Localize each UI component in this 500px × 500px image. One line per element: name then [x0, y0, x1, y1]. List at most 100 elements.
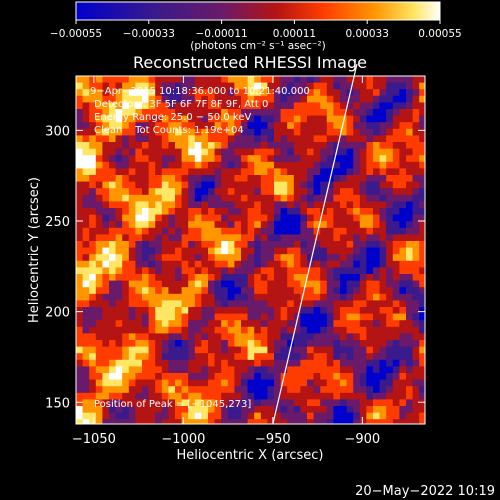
heatmap-cell: [161, 208, 169, 215]
heatmap-cell: [102, 406, 110, 413]
heatmap-cell: [128, 181, 136, 189]
heatmap-cell: [115, 76, 123, 83]
heatmap-cell: [392, 392, 400, 400]
footer-timestamp: 20−May−2022 10:19: [355, 484, 495, 499]
heatmap-cell: [234, 188, 242, 196]
heatmap-cell: [326, 307, 334, 314]
heatmap-cell: [392, 333, 400, 341]
heatmap-cell: [82, 168, 90, 176]
heatmap-cell: [148, 274, 156, 281]
heatmap-cell: [280, 313, 288, 321]
heatmap-cell: [234, 155, 242, 163]
heatmap-cell: [148, 373, 156, 380]
heatmap-cell: [399, 320, 407, 328]
heatmap-cell: [175, 293, 182, 301]
heatmap-cell: [333, 95, 341, 103]
heatmap-cell: [122, 148, 130, 156]
heatmap-cell: [386, 102, 394, 110]
heatmap-cell: [379, 168, 387, 176]
heatmap-cell: [280, 148, 288, 156]
heatmap-cell: [148, 175, 156, 182]
heatmap-cell: [333, 254, 341, 262]
heatmap-cell: [208, 161, 215, 169]
heatmap-cell: [412, 155, 420, 163]
heatmap-cell: [412, 313, 420, 321]
heatmap-cell: [293, 419, 301, 424]
heatmap-cell: [142, 161, 149, 169]
heatmap-cell: [267, 208, 275, 215]
heatmap-cell: [148, 406, 156, 413]
heatmap-cell: [188, 359, 196, 367]
heatmap-cell: [89, 175, 97, 182]
heatmap-cell: [386, 194, 394, 202]
heatmap-cell: [227, 307, 235, 314]
heatmap-cell: [353, 241, 361, 248]
heatmap-cell: [208, 95, 215, 103]
heatmap-cell: [128, 102, 136, 110]
heatmap-cell: [293, 214, 301, 222]
heatmap-cell: [346, 274, 354, 281]
heatmap-cell: [214, 188, 222, 196]
heatmap-cell: [287, 373, 295, 380]
heatmap-cell: [300, 168, 308, 176]
heatmap-cell: [122, 115, 130, 123]
heatmap-cell: [241, 128, 248, 136]
heatmap-cell: [326, 320, 334, 328]
heatmap-cell: [326, 76, 334, 83]
heatmap-cell: [181, 241, 189, 248]
heatmap-cell: [234, 373, 242, 380]
heatmap-cell: [161, 95, 169, 103]
heatmap-cell: [313, 287, 321, 295]
heatmap-cell: [359, 142, 367, 149]
heatmap-cell: [221, 181, 229, 189]
heatmap-cell: [76, 287, 83, 295]
heatmap-cell: [175, 155, 182, 163]
heatmap-cell: [135, 155, 143, 163]
heatmap-cell: [346, 208, 354, 215]
heatmap-cell: [214, 320, 222, 328]
heatmap-cell: [122, 181, 130, 189]
heatmap-cell: [412, 340, 420, 347]
heatmap-cell: [320, 293, 328, 301]
heatmap-cell: [135, 260, 143, 268]
heatmap-cell: [247, 102, 255, 110]
heatmap-cell: [128, 221, 136, 229]
heatmap-cell: [227, 135, 235, 143]
heatmap-cell: [201, 419, 209, 424]
heatmap-cell: [353, 379, 361, 387]
heatmap-cell: [247, 95, 255, 103]
heatmap-cell: [353, 313, 361, 321]
heatmap-cell: [221, 122, 229, 130]
heatmap-cell: [392, 221, 400, 229]
heatmap-cell: [373, 201, 380, 209]
heatmap-cell: [82, 419, 90, 424]
heatmap-cell: [128, 333, 136, 341]
heatmap-cell: [280, 135, 288, 143]
heatmap-cell: [247, 201, 255, 209]
heatmap-cell: [161, 109, 169, 116]
heatmap-cell: [241, 412, 248, 420]
heatmap-cell: [168, 234, 176, 242]
heatmap-cell: [201, 307, 209, 314]
heatmap-cell: [287, 333, 295, 341]
heatmap-cell: [353, 353, 361, 361]
heatmap-cell: [221, 241, 229, 248]
heatmap-cell: [300, 161, 308, 169]
heatmap-cell: [135, 89, 143, 97]
heatmap-cell: [320, 307, 328, 314]
heatmap-cell: [340, 392, 347, 400]
heatmap-cell: [399, 214, 407, 222]
heatmap-cell: [122, 399, 130, 407]
heatmap-cell: [135, 406, 143, 413]
heatmap-cell: [148, 300, 156, 308]
heatmap-cell: [155, 161, 163, 169]
heatmap-cell: [274, 221, 281, 229]
heatmap-cell: [313, 102, 321, 110]
heatmap-cell: [260, 194, 268, 202]
heatmap-cell: [128, 260, 136, 268]
heatmap-cell: [274, 366, 281, 374]
heatmap-cell: [412, 128, 420, 136]
heatmap-cell: [155, 214, 163, 222]
heatmap-cell: [148, 326, 156, 334]
heatmap-cell: [128, 76, 136, 83]
